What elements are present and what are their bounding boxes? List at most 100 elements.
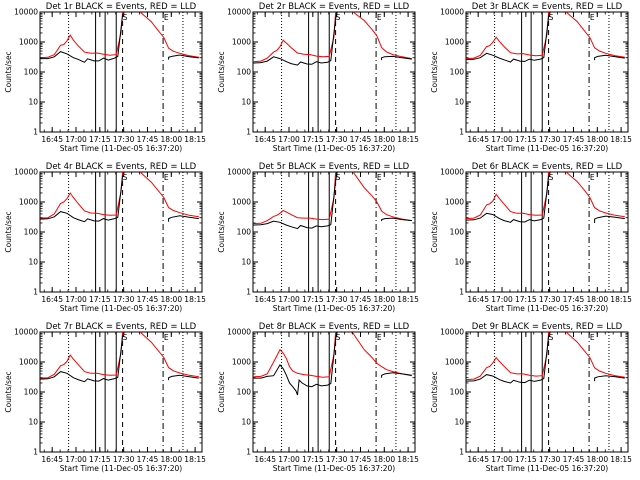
x-axis-label: Start Time (11-Dec-05 16:37:20): [486, 144, 608, 153]
x-tick-label: 18:15: [610, 135, 632, 144]
y-axis-label: Counts/sec: [4, 371, 13, 412]
x-tick-label: 17:45: [563, 295, 585, 304]
panel-title: Det 9r BLACK = Events, RED = LLD: [472, 322, 623, 332]
y-tick-label: 1: [459, 128, 464, 137]
y-axis-label: Counts/sec: [430, 211, 439, 252]
y-tick-label: 1000: [232, 358, 251, 367]
y-tick-label: 10: [28, 418, 38, 427]
plot-area: [40, 172, 199, 292]
y-tick-label: 10000: [227, 8, 251, 17]
x-tick-label: 17:15: [89, 135, 111, 144]
series-line-events: [253, 332, 338, 396]
panel-title: Det 5r BLACK = Events, RED = LLD: [259, 162, 410, 172]
plot-area: [466, 332, 625, 452]
x-axis-label: Start Time (11-Dec-05 16:37:20): [60, 144, 182, 153]
y-tick-label: 100: [450, 68, 465, 77]
x-tick-label: 17:30: [326, 295, 348, 304]
x-tick-label: 18:15: [184, 135, 206, 144]
annotation-s: S: [123, 173, 128, 182]
y-tick-label: 100: [24, 228, 39, 237]
x-tick-label: 17:45: [563, 135, 585, 144]
y-tick-label: 1: [246, 288, 251, 297]
x-tick-label: 16:45: [254, 455, 276, 464]
x-tick-label: 17:00: [278, 295, 300, 304]
x-tick-label: 17:00: [278, 135, 300, 144]
series-line-lld: [253, 12, 412, 63]
panel-title: Det 1r BLACK = Events, RED = LLD: [46, 2, 197, 12]
panel-title: Det 7r BLACK = Events, RED = LLD: [46, 322, 197, 332]
series-line-lld: [40, 12, 199, 59]
series-line-events: [466, 12, 551, 63]
x-tick-label: 17:15: [515, 455, 537, 464]
series-line-lld: [253, 332, 412, 378]
annotation-e: E: [590, 333, 595, 342]
y-tick-label: 100: [237, 68, 252, 77]
panel-title: Det 2r BLACK = Events, RED = LLD: [259, 2, 410, 12]
y-tick-label: 10000: [14, 8, 38, 17]
x-tick-label: 17:45: [350, 455, 372, 464]
y-tick-label: 10000: [227, 328, 251, 337]
x-tick-label: 16:45: [467, 455, 489, 464]
y-tick-label: 10000: [440, 328, 464, 337]
y-tick-label: 10: [454, 98, 464, 107]
y-tick-label: 1000: [19, 198, 38, 207]
x-tick-label: 18:00: [373, 455, 395, 464]
plot-area: [253, 12, 412, 132]
x-tick-label: 18:15: [610, 295, 632, 304]
x-tick-label: 18:00: [160, 455, 182, 464]
y-tick-label: 1: [246, 128, 251, 137]
x-tick-label: 17:15: [302, 135, 324, 144]
y-tick-label: 100: [450, 388, 465, 397]
y-tick-label: 1000: [445, 358, 464, 367]
x-tick-label: 18:15: [610, 455, 632, 464]
y-tick-label: 1000: [445, 38, 464, 47]
x-tick-label: 17:45: [137, 455, 159, 464]
plot-area: [253, 172, 412, 292]
y-tick-label: 10: [454, 258, 464, 267]
annotation-s: S: [549, 13, 554, 22]
x-tick-label: 16:45: [41, 135, 63, 144]
series-line-events: [40, 12, 125, 63]
y-tick-label: 100: [237, 388, 252, 397]
series-line-lld: [466, 332, 625, 381]
x-tick-label: 17:45: [350, 295, 372, 304]
x-tick-label: 17:15: [515, 135, 537, 144]
x-tick-label: 17:15: [89, 455, 111, 464]
y-tick-label: 10: [28, 98, 38, 107]
x-tick-label: 17:45: [137, 295, 159, 304]
x-axis-label: Start Time (11-Dec-05 16:37:20): [486, 464, 608, 473]
plot-area: [466, 12, 625, 132]
annotation-s: S: [336, 13, 341, 22]
annotation-s: S: [336, 333, 341, 342]
y-tick-label: 1: [33, 128, 38, 137]
x-tick-label: 18:00: [373, 295, 395, 304]
annotation-e: E: [377, 173, 382, 182]
annotation-e: E: [590, 173, 595, 182]
x-tick-label: 16:45: [254, 135, 276, 144]
y-tick-label: 1000: [232, 198, 251, 207]
panel-title: Det 3r BLACK = Events, RED = LLD: [472, 2, 623, 12]
y-tick-label: 1: [459, 288, 464, 297]
x-axis-label: Start Time (11-Dec-05 16:37:20): [273, 464, 395, 473]
y-tick-label: 10: [28, 258, 38, 267]
series-line-events-tail: [168, 54, 199, 60]
x-tick-label: 18:00: [586, 135, 608, 144]
x-tick-label: 17:30: [326, 455, 348, 464]
y-tick-label: 1: [246, 448, 251, 457]
x-tick-label: 18:00: [586, 455, 608, 464]
x-tick-label: 17:30: [539, 455, 561, 464]
y-axis-label: Counts/sec: [217, 371, 226, 412]
series-line-lld: [253, 172, 412, 225]
series-line-events: [253, 172, 338, 230]
x-tick-label: 18:00: [160, 135, 182, 144]
series-line-lld: [466, 12, 625, 60]
x-tick-label: 16:45: [254, 295, 276, 304]
series-line-events-tail: [381, 217, 412, 222]
